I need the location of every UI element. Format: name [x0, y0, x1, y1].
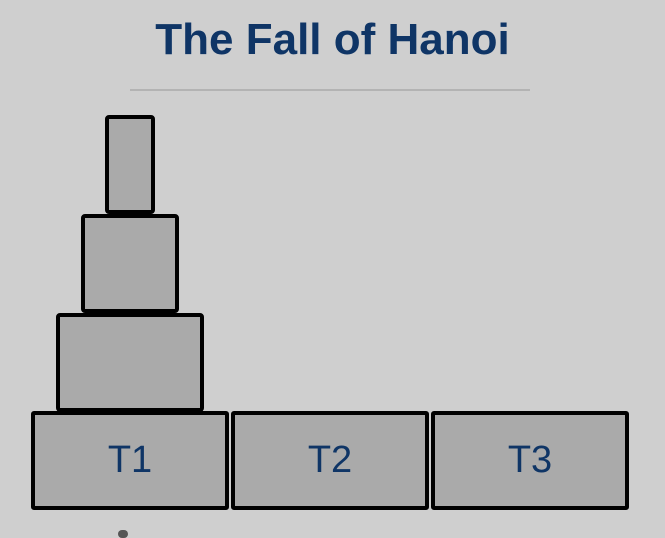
- tower-3[interactable]: T3: [431, 411, 629, 510]
- scroll-indicator: [118, 530, 128, 538]
- tower-2-label: T2: [307, 439, 353, 481]
- tower-3-label: T3: [507, 439, 553, 481]
- tower-1[interactable]: T1: [31, 411, 229, 510]
- tower-1-label: T1: [107, 439, 153, 481]
- disk-size-2[interactable]: [81, 214, 179, 313]
- tower-2[interactable]: T2: [231, 411, 429, 510]
- disk-size-1[interactable]: [105, 115, 155, 214]
- game-title: The Fall of Hanoi: [155, 15, 510, 64]
- disk-size-3[interactable]: [56, 313, 204, 412]
- title-divider: [130, 89, 530, 91]
